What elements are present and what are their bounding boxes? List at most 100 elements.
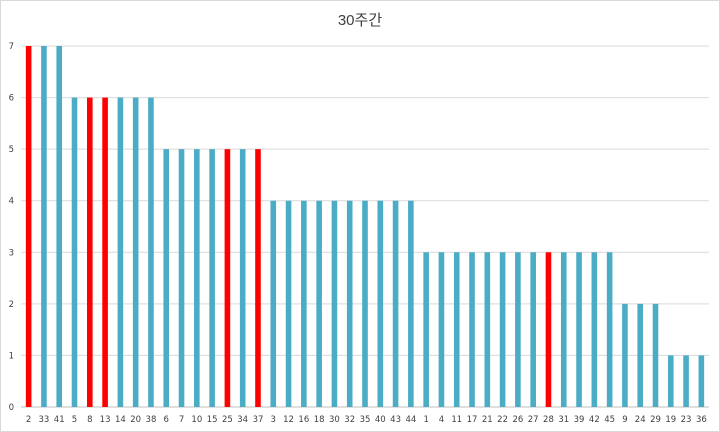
bar xyxy=(117,97,124,408)
bar xyxy=(163,149,170,407)
bar xyxy=(499,252,506,407)
bar xyxy=(346,200,353,407)
x-tick-label: 3 xyxy=(271,415,276,425)
y-tick-label: 1 xyxy=(9,351,14,361)
x-tick-label: 17 xyxy=(467,415,478,425)
x-tick-label: 6 xyxy=(164,415,169,425)
bar-highlighted xyxy=(255,149,261,407)
chart-title: 30주간 xyxy=(337,12,383,29)
y-tick-label: 2 xyxy=(9,300,14,310)
x-tick-label: 36 xyxy=(696,415,707,425)
x-tick-label: 39 xyxy=(574,415,585,425)
bar xyxy=(270,200,277,407)
x-tick-label: 10 xyxy=(191,415,202,425)
x-tick-label: 5 xyxy=(72,415,77,425)
bar-highlighted xyxy=(224,149,231,407)
bar xyxy=(637,303,643,407)
bar-highlighted xyxy=(87,97,93,408)
x-tick-label: 15 xyxy=(207,415,218,425)
bar xyxy=(438,252,445,407)
x-tick-label: 41 xyxy=(54,415,65,425)
x-tick-label: 29 xyxy=(650,415,661,425)
bar xyxy=(316,200,322,407)
x-tick-label: 27 xyxy=(528,415,539,425)
bar xyxy=(178,149,185,407)
x-tick-label: 7 xyxy=(179,415,184,425)
y-tick-label: 4 xyxy=(9,197,14,207)
bar-highlighted xyxy=(25,46,32,407)
bar xyxy=(453,252,460,407)
x-tick-label: 14 xyxy=(115,415,126,425)
bar xyxy=(132,97,139,408)
x-tick-label: 26 xyxy=(512,415,523,425)
bar xyxy=(71,97,78,408)
x-tick-label: 43 xyxy=(390,415,401,425)
bar xyxy=(469,252,475,407)
bar xyxy=(652,303,659,407)
bar xyxy=(698,355,705,407)
x-tick-label: 32 xyxy=(344,415,355,425)
bar-highlighted xyxy=(102,97,108,408)
x-tick-label: 24 xyxy=(635,415,646,425)
x-tick-label: 11 xyxy=(451,415,462,425)
x-tick-label: 25 xyxy=(222,415,233,425)
x-tick-label: 19 xyxy=(665,415,676,425)
bar xyxy=(591,252,598,407)
x-tick-label: 9 xyxy=(622,415,627,425)
x-tick-label: 38 xyxy=(146,415,157,425)
bar xyxy=(484,252,491,407)
y-tick-label: 6 xyxy=(9,94,14,104)
x-tick-label: 34 xyxy=(237,415,248,425)
x-tick-label: 1 xyxy=(423,415,428,425)
x-tick-label: 40 xyxy=(375,415,386,425)
bar xyxy=(41,46,47,407)
bar xyxy=(683,355,689,407)
bar xyxy=(148,97,154,408)
bar xyxy=(331,200,338,407)
x-tick-label: 30 xyxy=(329,415,340,425)
bar xyxy=(301,200,307,407)
x-tick-label: 8 xyxy=(87,415,92,425)
bar xyxy=(209,149,215,407)
y-tick-label: 7 xyxy=(9,42,14,52)
y-tick-label: 0 xyxy=(9,403,14,413)
bar xyxy=(362,200,368,407)
x-tick-label: 23 xyxy=(681,415,692,425)
bar xyxy=(377,200,384,407)
y-tick-label: 3 xyxy=(9,248,14,258)
x-tick-label: 4 xyxy=(439,415,444,425)
bar xyxy=(408,200,414,407)
y-tick-label: 5 xyxy=(9,145,14,155)
x-tick-label: 31 xyxy=(558,415,569,425)
x-tick-label: 22 xyxy=(497,415,508,425)
bar xyxy=(606,252,613,407)
bar xyxy=(285,200,292,407)
x-tick-label: 33 xyxy=(39,415,50,425)
x-tick-label: 21 xyxy=(482,415,493,425)
bar xyxy=(194,149,200,407)
bar xyxy=(622,303,628,407)
x-tick-label: 13 xyxy=(100,415,111,425)
x-tick-label: 42 xyxy=(589,415,600,425)
x-tick-label: 37 xyxy=(253,415,264,425)
x-tick-label: 28 xyxy=(543,415,554,425)
x-tick-label: 35 xyxy=(360,415,371,425)
x-tick-label: 2 xyxy=(26,415,31,425)
x-tick-label: 20 xyxy=(130,415,141,425)
x-tick-label: 44 xyxy=(405,415,416,425)
bar xyxy=(576,252,582,407)
bar xyxy=(56,46,63,407)
x-tick-label: 18 xyxy=(314,415,325,425)
bar xyxy=(239,149,246,407)
bar xyxy=(560,252,567,407)
bar xyxy=(515,252,521,407)
x-tick-label: 45 xyxy=(604,415,615,425)
bar xyxy=(392,200,399,407)
bar xyxy=(667,355,674,407)
bar-highlighted xyxy=(545,252,552,407)
bar xyxy=(423,252,429,407)
bar xyxy=(530,252,536,407)
x-tick-label: 12 xyxy=(283,415,294,425)
